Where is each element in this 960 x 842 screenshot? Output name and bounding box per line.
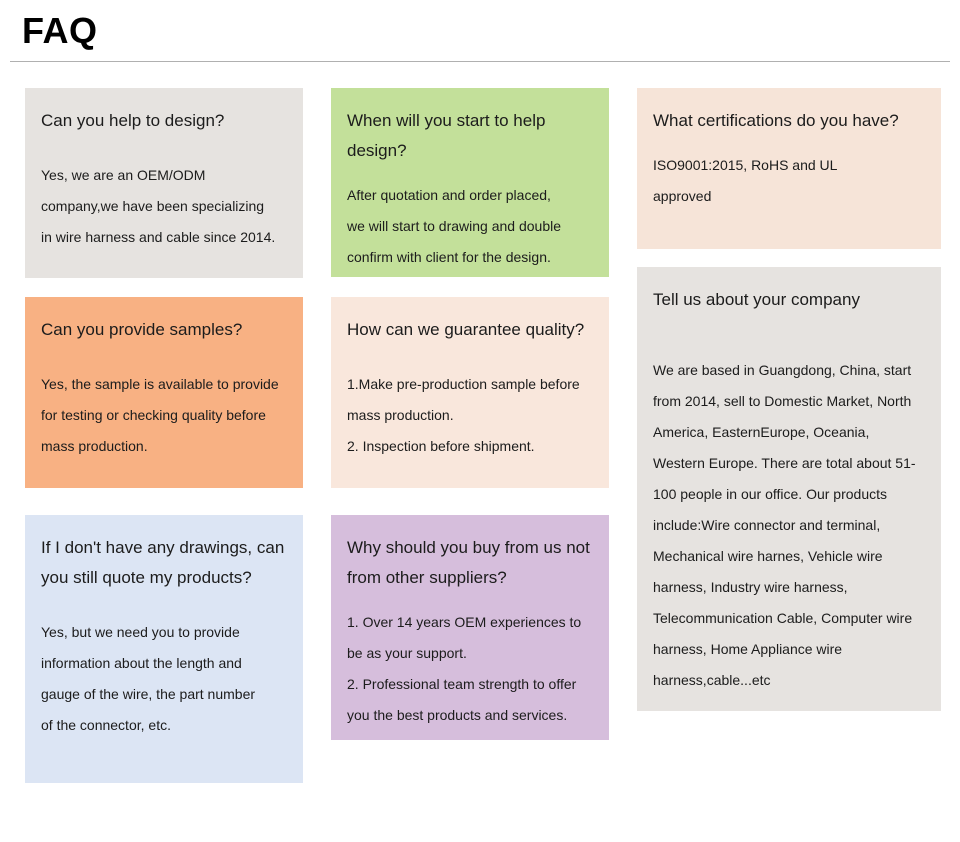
faq-card-quality: How can we guarantee quality? 1.Make pre… <box>331 297 609 488</box>
faq-question: Tell us about your company <box>653 290 860 309</box>
spacer <box>347 593 593 607</box>
spacer <box>347 345 593 369</box>
faq-answer: ISO9001:2015, RoHS and UL approved <box>653 157 838 204</box>
faq-card-certifications: What certifications do you have? ISO9001… <box>637 88 941 249</box>
faq-question: If I don't have any drawings, can you st… <box>41 538 285 587</box>
faq-question: When will you start to help design? <box>347 111 546 160</box>
faq-card-design: Can you help to design? Yes, we are an O… <box>25 88 303 278</box>
spacer <box>653 136 925 150</box>
spacer <box>41 593 287 617</box>
faq-card-company: Tell us about your company We are based … <box>637 267 941 711</box>
faq-answer: Yes, the sample is available to provide … <box>41 376 279 454</box>
spacer <box>653 315 925 355</box>
page-title: FAQ <box>22 10 98 51</box>
spacer <box>347 166 593 180</box>
faq-answer: 1.Make pre-production sample before mass… <box>347 376 580 454</box>
faq-card-why-us: Why should you buy from us not from othe… <box>331 515 609 740</box>
faq-answer: We are based in Guangdong, China, start … <box>653 362 916 688</box>
faq-question: Can you help to design? <box>41 111 225 130</box>
spacer <box>41 136 287 160</box>
spacer <box>41 345 287 369</box>
faq-question: How can we guarantee quality? <box>347 320 585 339</box>
title-divider <box>10 61 950 62</box>
faq-question: What certifications do you have? <box>653 111 899 130</box>
faq-card-start-design: When will you start to help design? Afte… <box>331 88 609 277</box>
faq-card-samples: Can you provide samples? Yes, the sample… <box>25 297 303 488</box>
faq-card-no-drawings: If I don't have any drawings, can you st… <box>25 515 303 783</box>
faq-answer: 1. Over 14 years OEM experiences to be a… <box>347 614 582 723</box>
faq-answer: Yes, but we need you to provide informat… <box>41 624 256 733</box>
faq-question: Why should you buy from us not from othe… <box>347 538 590 587</box>
faq-question: Can you provide samples? <box>41 320 243 339</box>
faq-answer: After quotation and order placed, we wil… <box>347 187 562 265</box>
faq-answer: Yes, we are an OEM/ODM company,we have b… <box>41 167 276 245</box>
